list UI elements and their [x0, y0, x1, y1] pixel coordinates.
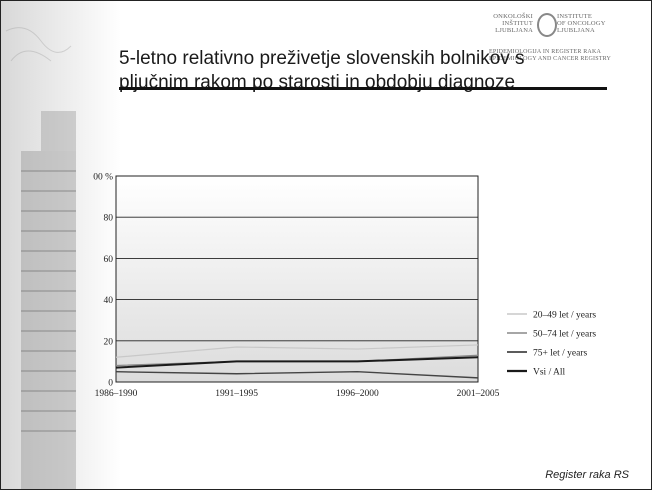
- y-tick-label: 100 %: [93, 173, 113, 183]
- x-tick-label: 2001–2005: [457, 389, 500, 399]
- title-underline: [119, 87, 607, 90]
- logo-onkoloski-text: ONKOLOŠKI INŠTITUT LJUBLJANA: [493, 13, 533, 34]
- logo-subtitle-text: EPIDEMIOLOGIJA IN REGISTER RAKA EPIDEMIO…: [489, 49, 612, 62]
- institute-logo: ONKOLOŠKI INŠTITUT LJUBLJANA INSTITUTE O…: [475, 7, 645, 63]
- series-line-3: [115, 356, 479, 369]
- y-tick-label: 0: [108, 379, 113, 389]
- x-tick-label: 1991–1995: [215, 389, 258, 399]
- building-background-image: [1, 1, 121, 489]
- legend-label: 20–49 let / years: [533, 311, 596, 321]
- plot-area: [115, 175, 479, 383]
- series-line-2: [115, 370, 479, 379]
- survival-line-chart: 0 20 40 60 80 100 % 1986–1990 1991–1995 1996–200…: [93, 173, 596, 400]
- y-tick-label: 40: [104, 296, 114, 306]
- x-tick-label: 1986–1990: [95, 389, 138, 399]
- legend-label: Vsi / All: [533, 368, 566, 378]
- logo-institute-text: INSTITUTE OF ONCOLOGY LJUBLJANA: [557, 13, 606, 34]
- x-tick-label: 1996–2000: [336, 389, 379, 399]
- logo-ring-icon: [537, 13, 557, 37]
- source-footer: Register raka RS: [545, 469, 629, 481]
- y-tick-label: 60: [104, 255, 114, 265]
- series-line-0: [115, 344, 479, 358]
- legend-label: 75+ let / years: [533, 349, 587, 359]
- legend-label: 50–74 let / years: [533, 330, 596, 340]
- y-tick-label: 20: [104, 337, 114, 347]
- y-tick-label: 80: [104, 214, 114, 224]
